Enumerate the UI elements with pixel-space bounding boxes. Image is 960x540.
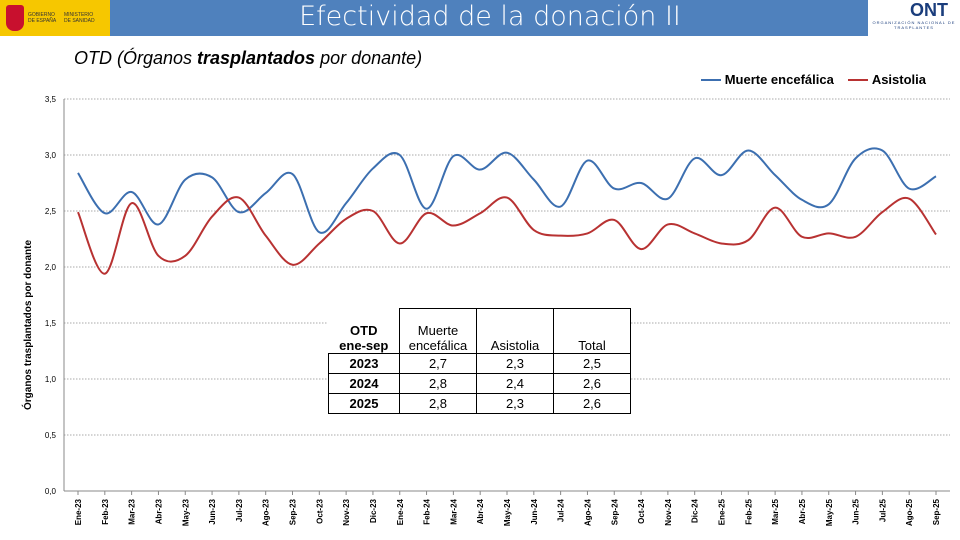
x-tick-label: Mar-23 <box>128 498 137 524</box>
table-cell: 2,7 <box>399 353 477 374</box>
page-title: Efectividad de la donación II <box>299 1 681 32</box>
x-tick-label: Jun-24 <box>530 498 539 524</box>
table-cell: 2,8 <box>399 393 477 414</box>
coat-of-arms-icon <box>6 5 24 31</box>
table-cell: 2,3 <box>476 353 554 374</box>
gobierno-logo: GOBIERNO DE ESPAÑA MINISTERIO DE SANIDAD <box>0 0 110 36</box>
y-tick-label: 1,5 <box>45 319 57 328</box>
table-cell: 2,4 <box>476 373 554 394</box>
x-tick-label: Feb-24 <box>423 498 432 524</box>
legend-label: Asistolia <box>871 72 926 87</box>
x-tick-label: Jun-23 <box>208 498 217 524</box>
table-header-row: OTD ene-sep Muerte encefálica Asistolia … <box>328 308 631 354</box>
x-tick-label: Nov-23 <box>342 498 351 525</box>
legend-line-red <box>847 78 868 81</box>
x-tick-label: Ago-23 <box>262 498 271 526</box>
x-tick-label: Sep-23 <box>289 498 298 525</box>
otd-summary-table: OTD ene-sep Muerte encefálica Asistolia … <box>328 308 631 414</box>
y-tick-label: 0,0 <box>45 487 57 496</box>
x-tick-label: Oct-24 <box>637 498 646 523</box>
x-tick-label: Jul-25 <box>878 498 887 522</box>
x-tick-label: Feb-23 <box>101 498 110 524</box>
legend: Muerte encefálica Asistolia <box>700 72 926 87</box>
x-tick-label: Oct-23 <box>315 498 324 523</box>
table-header: Asistolia <box>476 308 554 354</box>
x-tick-label: May-23 <box>181 498 190 526</box>
ont-logo: ONT ORGANIZACIÓN NACIONAL DE TRASPLANTES <box>868 0 960 36</box>
header-bar <box>0 0 960 36</box>
gov-text: GOBIERNO DE ESPAÑA <box>28 12 57 24</box>
legend-label: Muerte encefálica <box>724 72 834 87</box>
x-tick-label: Jun-25 <box>852 498 861 524</box>
y-tick-label: 0,5 <box>45 431 57 440</box>
ont-logo-text: ONT <box>910 0 948 20</box>
y-tick-label: 3,0 <box>45 151 57 160</box>
y-tick-label: 3,5 <box>45 95 57 104</box>
x-tick-label: Dic-24 <box>691 498 700 523</box>
x-tick-label: Ene-25 <box>718 498 727 525</box>
x-tick-label: Abr-24 <box>476 498 485 524</box>
x-tick-label: Dic-23 <box>369 498 378 523</box>
ont-logo-subtext: ORGANIZACIÓN NACIONAL DE TRASPLANTES <box>872 20 956 30</box>
x-tick-label: Abr-25 <box>798 498 807 524</box>
x-tick-label: Ene-24 <box>396 498 405 525</box>
y-tick-label: 2,0 <box>45 263 57 272</box>
series-line-muerte-encefalica <box>77 147 937 234</box>
table-cell: 2,3 <box>476 393 554 414</box>
ministry-text: MINISTERIO DE SANIDAD <box>64 12 95 24</box>
subtitle-bold: trasplantados <box>197 48 316 68</box>
x-tick-label: Ago-24 <box>583 498 592 526</box>
y-tick-label: 1,0 <box>45 375 57 384</box>
series-line-asistolia <box>77 196 937 275</box>
subtitle-pre: OTD (Órganos <box>74 48 198 68</box>
x-tick-label: Jul-24 <box>557 498 566 522</box>
x-tick-label: Sep-25 <box>932 498 941 525</box>
legend-line-blue <box>700 78 721 81</box>
table-cell: 2,6 <box>553 393 631 414</box>
table-cell: 2,8 <box>399 373 477 394</box>
x-tick-label: Nov-24 <box>664 498 673 525</box>
legend-item-asistolia: Asistolia <box>847 72 926 87</box>
table-cell: 2024 <box>328 373 400 394</box>
table-header: OTD ene-sep <box>328 308 400 354</box>
chart-subtitle: OTD (Órganos trasplantados por donante) <box>74 48 422 69</box>
x-tick-label: Feb-25 <box>744 498 753 524</box>
legend-item-muerte: Muerte encefálica <box>700 72 834 87</box>
y-tick-label: 2,5 <box>45 207 57 216</box>
table-row: 2025 2,8 2,3 2,6 <box>328 393 631 414</box>
x-tick-label: Ago-25 <box>905 498 914 526</box>
table-header: Muerte encefálica <box>399 308 477 354</box>
table-row: 2023 2,7 2,3 2,5 <box>328 353 631 374</box>
x-tick-label: May-25 <box>825 498 834 526</box>
table-row: 2024 2,8 2,4 2,6 <box>328 373 631 394</box>
x-tick-label: May-24 <box>503 498 512 526</box>
x-tick-label: Jul-23 <box>235 498 244 522</box>
x-tick-label: Mar-24 <box>449 498 458 524</box>
x-tick-label: Sep-24 <box>610 498 619 525</box>
table-cell: 2023 <box>328 353 400 374</box>
table-header: Total <box>553 308 631 354</box>
x-tick-label: Abr-23 <box>154 498 163 524</box>
table-cell: 2,5 <box>553 353 631 374</box>
x-tick-label: Mar-25 <box>771 498 780 524</box>
table-cell: 2,6 <box>553 373 631 394</box>
table-cell: 2025 <box>328 393 400 414</box>
subtitle-post: por donante) <box>315 48 423 68</box>
x-tick-label: Ene-23 <box>74 498 83 525</box>
y-axis-label: Órganos trasplantados por donante <box>21 240 34 410</box>
